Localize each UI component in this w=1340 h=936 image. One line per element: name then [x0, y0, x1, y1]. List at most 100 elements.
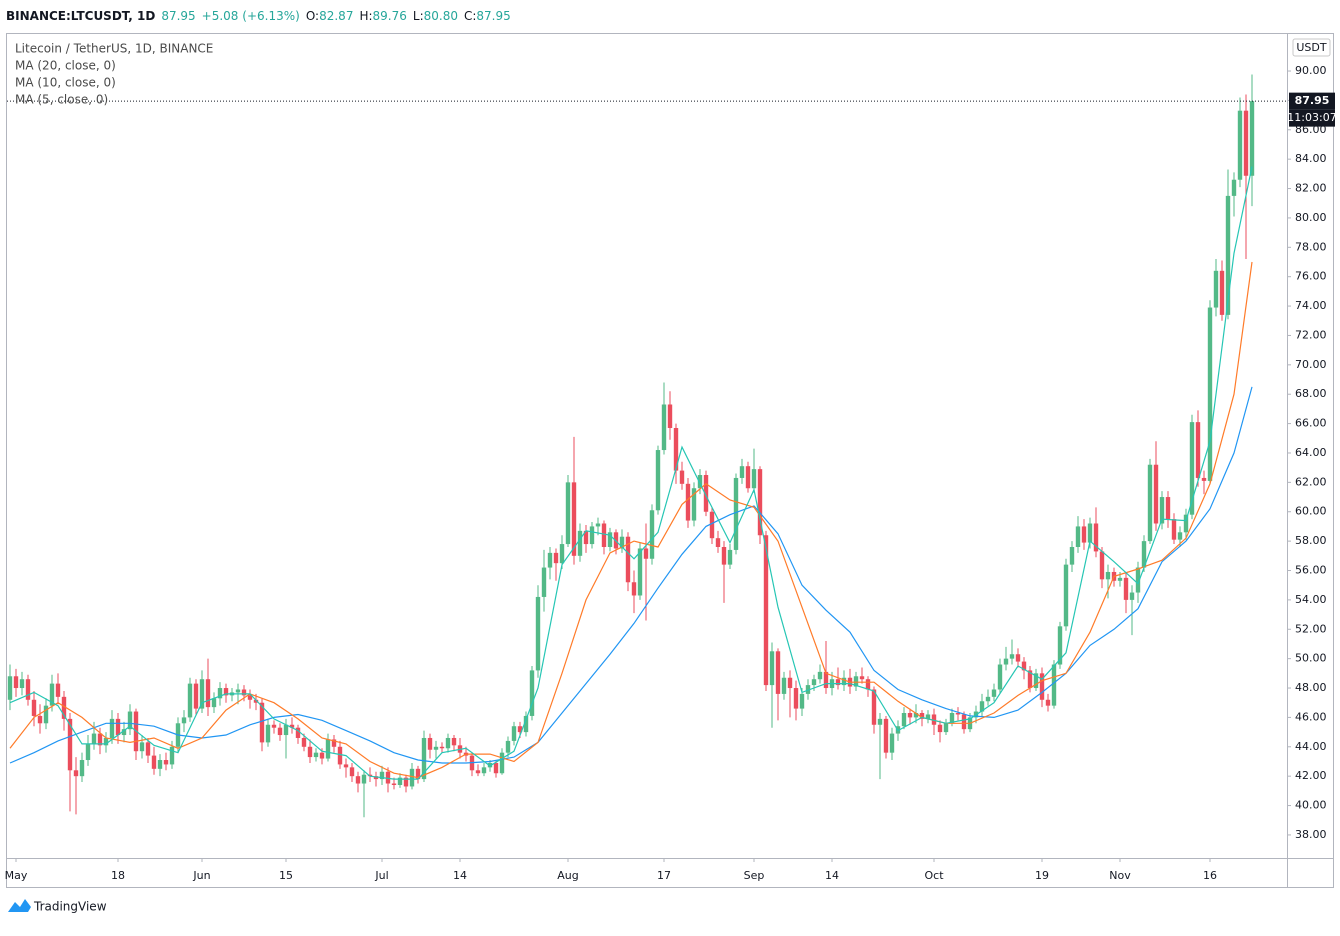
candle-body	[1081, 526, 1087, 543]
candle-body	[1087, 523, 1093, 543]
countdown-box	[1289, 109, 1335, 127]
candle-body	[295, 727, 301, 738]
candle	[475, 764, 481, 777]
candle-body	[91, 733, 97, 744]
candle	[667, 391, 673, 440]
candle-body	[607, 532, 613, 547]
candle-body	[247, 695, 253, 700]
y-tick-label: 64.00	[1295, 446, 1327, 459]
candle-body	[961, 714, 967, 730]
candle-body	[679, 470, 685, 484]
candle-body	[445, 737, 451, 749]
candle-body	[511, 726, 517, 741]
candle-body	[991, 689, 997, 697]
y-tick-label: 60.00	[1295, 505, 1327, 518]
candle-body	[433, 746, 439, 750]
y-tick-label: 62.00	[1295, 475, 1327, 488]
candle-body	[1129, 592, 1135, 600]
candle-body	[493, 762, 499, 774]
candle	[1171, 513, 1177, 545]
candle-body	[13, 676, 19, 689]
candle-body	[799, 693, 805, 709]
y-tick-label: 46.00	[1295, 710, 1327, 723]
candle	[361, 770, 367, 818]
candle-body	[25, 679, 31, 700]
candle-body	[505, 740, 511, 753]
candle-body	[565, 482, 571, 545]
candle	[871, 686, 877, 734]
last-price-box	[1289, 92, 1335, 110]
candle	[55, 673, 61, 705]
candle	[67, 713, 73, 812]
candle-body	[883, 718, 889, 753]
x-tick-label: Oct	[924, 869, 944, 882]
candle-body	[835, 679, 841, 686]
candle	[775, 648, 781, 721]
candle-body	[871, 689, 877, 725]
candle	[865, 676, 871, 697]
candle	[709, 507, 715, 545]
candle	[547, 546, 553, 580]
candle-body	[79, 760, 85, 777]
candle	[415, 765, 421, 784]
candle-body	[355, 776, 361, 784]
candle	[1003, 646, 1009, 671]
candle	[157, 754, 163, 777]
candle-body	[211, 698, 217, 708]
candle-body	[1201, 477, 1207, 481]
candle	[79, 752, 85, 783]
candle-body	[1141, 541, 1147, 568]
candle	[535, 585, 541, 678]
candle-body	[1045, 699, 1051, 706]
candle	[859, 667, 865, 684]
candle	[1051, 660, 1057, 709]
candle-body	[19, 679, 25, 689]
unit-box[interactable]	[1292, 38, 1331, 57]
candle	[997, 658, 1003, 694]
candle-body	[1075, 526, 1081, 547]
candle	[1249, 74, 1255, 207]
candle-body	[619, 536, 625, 549]
candle	[625, 532, 631, 592]
candle-body	[271, 724, 277, 728]
ma-line	[9, 386, 1253, 764]
candle	[205, 658, 211, 716]
y-tick-label: 56.00	[1295, 564, 1327, 577]
y-tick-label: 66.00	[1295, 417, 1327, 430]
candle	[889, 727, 895, 761]
ohlc-value: 80.80	[423, 9, 458, 23]
brand-logo[interactable]	[8, 899, 31, 912]
candle-body	[1153, 464, 1159, 524]
candle	[649, 504, 655, 565]
candle-body	[289, 724, 295, 728]
candle	[1147, 458, 1153, 545]
candle	[751, 448, 757, 493]
candle-body	[751, 469, 757, 489]
candle-body	[667, 404, 673, 429]
y-tick-label: 84.00	[1295, 152, 1327, 165]
candle-body	[337, 746, 343, 765]
y-tick-label: 76.00	[1295, 270, 1327, 283]
candle-body	[859, 676, 865, 680]
brand-name[interactable]: TradingView	[33, 900, 107, 914]
candle	[1183, 508, 1189, 540]
candle	[85, 735, 91, 766]
candle	[523, 711, 529, 737]
candle-body	[685, 483, 691, 521]
candle-body	[385, 771, 391, 784]
candle	[1237, 97, 1243, 188]
candle	[601, 520, 607, 555]
candle	[325, 733, 331, 762]
candle-body	[559, 544, 565, 564]
y-tick-label: 54.00	[1295, 593, 1327, 606]
candle-body	[499, 752, 505, 774]
candle	[109, 710, 115, 744]
candle	[553, 548, 559, 581]
unit-label[interactable]: USDT	[1296, 41, 1327, 54]
candle-body	[1171, 519, 1177, 540]
candle	[559, 535, 565, 570]
candle	[295, 724, 301, 744]
candle-body	[523, 715, 529, 733]
candle-body	[535, 596, 541, 671]
